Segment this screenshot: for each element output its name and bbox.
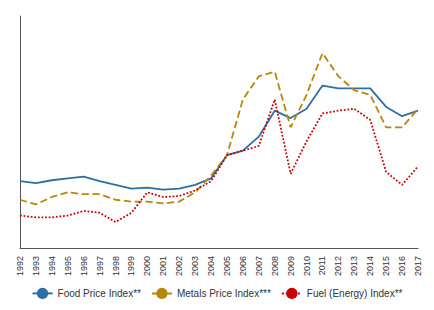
svg-text:1994: 1994: [47, 256, 57, 276]
svg-text:2002: 2002: [174, 256, 184, 276]
svg-text:2017: 2017: [413, 256, 423, 276]
svg-text:1999: 1999: [126, 256, 136, 276]
svg-text:2001: 2001: [158, 256, 168, 276]
svg-text:Metals Price Index***: Metals Price Index***: [177, 288, 271, 299]
svg-text:1997: 1997: [95, 256, 105, 276]
svg-text:Food Price Index**: Food Price Index**: [58, 288, 141, 299]
svg-text:2012: 2012: [333, 256, 343, 276]
svg-text:2014: 2014: [365, 256, 375, 276]
svg-text:2015: 2015: [381, 256, 391, 276]
svg-text:2009: 2009: [286, 256, 296, 276]
svg-text:1996: 1996: [79, 256, 89, 276]
svg-text:Fuel (Energy) Index**: Fuel (Energy) Index**: [307, 288, 403, 299]
svg-text:2006: 2006: [238, 256, 248, 276]
svg-text:2008: 2008: [270, 256, 280, 276]
svg-text:2000: 2000: [142, 256, 152, 276]
svg-text:1993: 1993: [31, 256, 41, 276]
svg-text:2003: 2003: [190, 256, 200, 276]
svg-text:1998: 1998: [111, 256, 121, 276]
svg-text:2010: 2010: [302, 256, 312, 276]
svg-text:1992: 1992: [15, 256, 25, 276]
svg-text:2004: 2004: [206, 256, 216, 276]
svg-text:1995: 1995: [63, 256, 73, 276]
svg-text:2005: 2005: [222, 256, 232, 276]
svg-text:2016: 2016: [397, 256, 407, 276]
svg-text:2013: 2013: [349, 256, 359, 276]
svg-text:2011: 2011: [317, 256, 327, 275]
svg-text:2007: 2007: [254, 256, 264, 276]
